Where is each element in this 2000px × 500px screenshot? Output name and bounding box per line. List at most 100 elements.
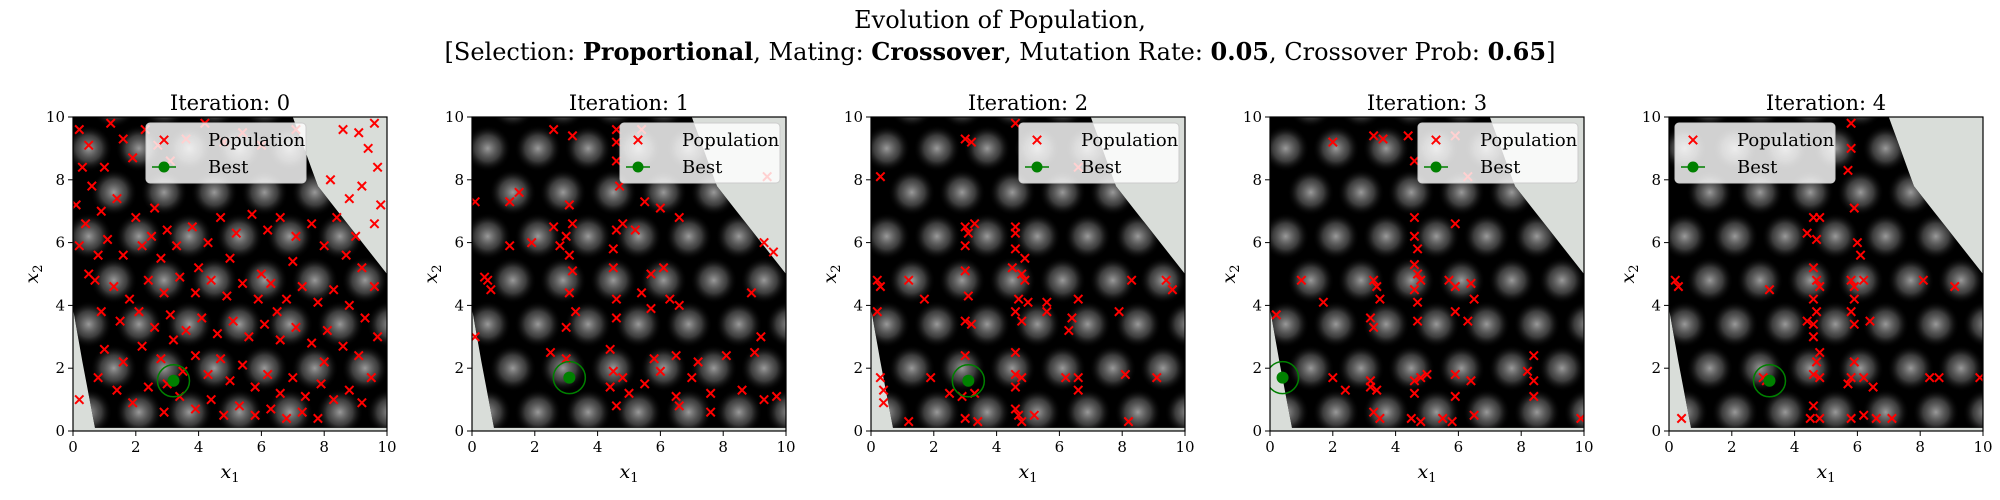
population-point (1374, 413, 1385, 424)
legend-best-marker (1687, 161, 1699, 173)
landscape-bump (514, 300, 562, 348)
population-point (960, 221, 971, 232)
population-point (1808, 262, 1819, 273)
population-point (972, 416, 983, 427)
best-point (962, 374, 975, 387)
y-tick-label: 8 (454, 171, 464, 189)
population-point (705, 407, 716, 418)
population-point (1019, 275, 1030, 286)
landscape-bump (1270, 124, 1310, 172)
population-point (567, 218, 578, 229)
population-point (234, 400, 245, 411)
landscape-bump (215, 388, 263, 428)
population-point (196, 313, 207, 323)
population-point (655, 366, 666, 377)
population-point (212, 328, 223, 339)
population-point (143, 382, 154, 392)
population-point (1934, 372, 1944, 383)
population-point (250, 382, 261, 392)
landscape-bump (316, 300, 364, 348)
landscape-bump (539, 168, 587, 216)
population-point (74, 124, 85, 135)
title-part-0: [Selection: (444, 38, 583, 66)
population-point (608, 366, 619, 377)
landscape-bump (871, 212, 911, 260)
landscape-bump (1513, 300, 1561, 348)
population-point (875, 171, 886, 182)
population-point (611, 137, 622, 148)
subplot-title: Iteration: 2 (968, 91, 1088, 115)
legend: Population Best (1417, 122, 1579, 184)
landscape-bump (1387, 256, 1435, 304)
landscape-bump (115, 300, 163, 348)
x-tick-label: 10 (1175, 438, 1194, 456)
landscape-bump (963, 124, 1011, 172)
landscape-bump (341, 256, 387, 304)
population-point (112, 193, 122, 204)
population-point (1029, 410, 1040, 421)
landscape-bump (1513, 388, 1561, 428)
landscape-bump (614, 388, 662, 428)
subplot-3: 0 2 4 6 8 10 0 2 4 6 8 10 Iteration: 3 x1 x2 Population… (1218, 91, 1594, 486)
landscape-bump (1287, 117, 1335, 128)
landscape-bump (589, 256, 637, 304)
population-point (1846, 275, 1857, 286)
y-axis-label: x2 (420, 265, 445, 284)
population-point (265, 404, 276, 414)
population-point (755, 331, 766, 342)
population-point (253, 294, 264, 305)
legend-population-label: Population (1081, 130, 1179, 151)
x-tick-label: 6 (656, 438, 666, 456)
landscape-bump (539, 344, 587, 392)
population-point (83, 140, 94, 151)
population-point (636, 287, 647, 298)
landscape-bump (1937, 256, 1983, 304)
population-point (1126, 275, 1137, 286)
population-point (338, 124, 348, 135)
population-point (99, 344, 110, 355)
population-point (564, 250, 575, 261)
title-part-2: , Mating: (753, 38, 872, 66)
population-point (567, 265, 578, 276)
population-point (1802, 316, 1813, 327)
landscape-bump (266, 212, 314, 260)
x-tick-label: 4 (1391, 438, 1401, 456)
population-point (611, 400, 622, 411)
y-tick-label: 4 (55, 296, 65, 314)
population-point (1858, 372, 1869, 383)
landscape-bump (291, 256, 339, 304)
population-point (165, 309, 176, 320)
population-point (1073, 294, 1084, 305)
population-point (1409, 156, 1420, 166)
x-tick-label: 6 (257, 438, 267, 456)
subplot-2: 0 2 4 6 8 10 0 2 4 6 8 10 Iteration: 2 x1 x2 Population… (819, 91, 1195, 486)
population-point (1368, 275, 1379, 286)
population-point (658, 262, 669, 273)
population-point (746, 287, 757, 298)
population-point (344, 300, 355, 311)
landscape-bump (1114, 300, 1162, 348)
population-point (1918, 275, 1929, 286)
x-tick-label: 10 (1574, 438, 1593, 456)
subplot-4: 0 2 4 6 8 10 0 2 4 6 8 10 Iteration: 4 x1 x2 Population… (1617, 91, 1993, 486)
landscape-bump (514, 388, 562, 428)
population-point (555, 240, 565, 251)
population-point (561, 231, 572, 242)
plot-frame (471, 116, 787, 432)
x-tick-label: 2 (929, 438, 939, 456)
population-point (96, 306, 107, 317)
population-point (369, 118, 380, 129)
population-point (137, 240, 147, 251)
landscape-bump (1064, 212, 1112, 260)
landscape-bump (888, 168, 936, 216)
legend-best-marker (632, 161, 644, 173)
landscape-bump (765, 300, 786, 348)
landscape-bump (913, 388, 961, 428)
x-tick-label: 10 (776, 438, 795, 456)
subplot-title: Iteration: 3 (1367, 91, 1487, 115)
population-point (203, 237, 213, 248)
landscape-bump (1811, 300, 1859, 348)
population-point (878, 385, 889, 396)
population-point (1023, 297, 1033, 308)
